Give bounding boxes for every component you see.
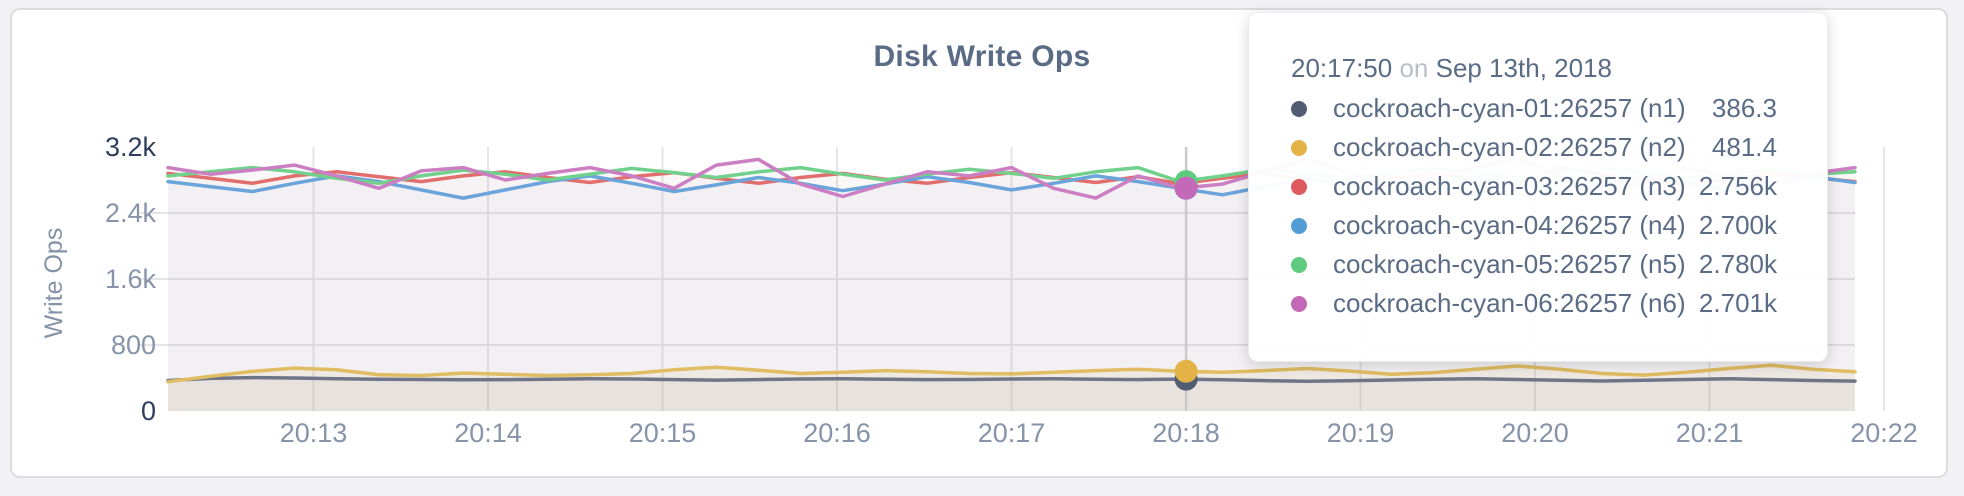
series-value: 481.4 bbox=[1711, 132, 1777, 162]
series-label: cockroach-cyan-03:26257 (n3) bbox=[1333, 171, 1686, 201]
chart-title: Disk Write Ops bbox=[873, 40, 1091, 73]
series-value: 386.3 bbox=[1711, 93, 1777, 123]
x-axis-tick-label: 20:21 bbox=[1676, 418, 1744, 448]
series-value: 2.756k bbox=[1698, 171, 1777, 201]
series-color-dot-icon bbox=[1291, 100, 1307, 117]
series-value: 2.700k bbox=[1698, 210, 1777, 240]
series-line-n2 bbox=[166, 363, 1857, 384]
y-axis-tick-label: 0 bbox=[141, 396, 156, 426]
y-axis-tick-label: 2.4k bbox=[105, 198, 157, 228]
tooltip-series-row: cockroach-cyan-04:26257 (n4) 2.700k bbox=[1291, 206, 1777, 245]
series-label: cockroach-cyan-04:26257 (n4) bbox=[1333, 210, 1686, 240]
y-axis-tick-label: 800 bbox=[111, 330, 156, 360]
tooltip-date: Sep 13th, 2018 bbox=[1435, 53, 1612, 83]
tooltip-series-row: cockroach-cyan-05:26257 (n5) 2.780k bbox=[1291, 245, 1777, 284]
series-color-dot-icon bbox=[1291, 217, 1307, 234]
x-axis-tick-label: 20:15 bbox=[629, 418, 697, 448]
series-label: cockroach-cyan-02:26257 (n2) bbox=[1333, 132, 1686, 162]
tooltip-timestamp: 20:17:50 on Sep 13th, 2018 bbox=[1291, 53, 1777, 89]
series-value: 2.780k bbox=[1698, 249, 1777, 279]
hover-point-n2 bbox=[1174, 359, 1198, 383]
x-axis-tick-label: 20:22 bbox=[1850, 418, 1918, 448]
tooltip-series-row: cockroach-cyan-01:26257 (n1) 386.3 bbox=[1291, 89, 1777, 128]
y-axis-title: Write Ops bbox=[40, 228, 68, 339]
x-axis-tick-label: 20:20 bbox=[1501, 418, 1569, 448]
series-value: 2.701k bbox=[1698, 288, 1777, 318]
series-label: cockroach-cyan-05:26257 (n5) bbox=[1333, 249, 1686, 279]
y-axis-tick-label: 3.2k bbox=[105, 132, 157, 162]
tooltip-time: 20:17:50 bbox=[1291, 53, 1393, 83]
x-axis-tick-label: 20:13 bbox=[280, 418, 348, 448]
series-area-n2 bbox=[168, 365, 1855, 411]
series-label: cockroach-cyan-06:26257 (n6) bbox=[1333, 288, 1686, 318]
hover-point-n6 bbox=[1174, 176, 1198, 200]
series-line-n1 bbox=[166, 375, 1857, 384]
x-axis-tick-label: 20:17 bbox=[978, 418, 1046, 448]
y-axis-tick-label: 1.6k bbox=[105, 264, 157, 294]
series-label: cockroach-cyan-01:26257 (n1) bbox=[1333, 93, 1686, 123]
series-color-dot-icon bbox=[1291, 139, 1307, 156]
hover-tooltip: 20:17:50 on Sep 13th, 2018 cockroach-cya… bbox=[1248, 12, 1828, 362]
series-color-dot-icon bbox=[1291, 256, 1307, 273]
tooltip-series-row: cockroach-cyan-02:26257 (n2) 481.4 bbox=[1291, 128, 1777, 167]
series-color-dot-icon bbox=[1291, 178, 1307, 195]
x-axis-tick-label: 20:14 bbox=[454, 418, 522, 448]
series-area-n1 bbox=[168, 377, 1855, 411]
tooltip-series-row: cockroach-cyan-06:26257 (n6) 2.701k bbox=[1291, 284, 1777, 323]
tooltip-on-text: on bbox=[1399, 53, 1429, 83]
tooltip-series-row: cockroach-cyan-03:26257 (n3) 2.756k bbox=[1291, 167, 1777, 206]
series-color-dot-icon bbox=[1291, 295, 1307, 312]
x-axis-tick-label: 20:19 bbox=[1327, 418, 1395, 448]
x-axis-tick-label: 20:18 bbox=[1152, 418, 1220, 448]
x-axis-tick-label: 20:16 bbox=[803, 418, 871, 448]
